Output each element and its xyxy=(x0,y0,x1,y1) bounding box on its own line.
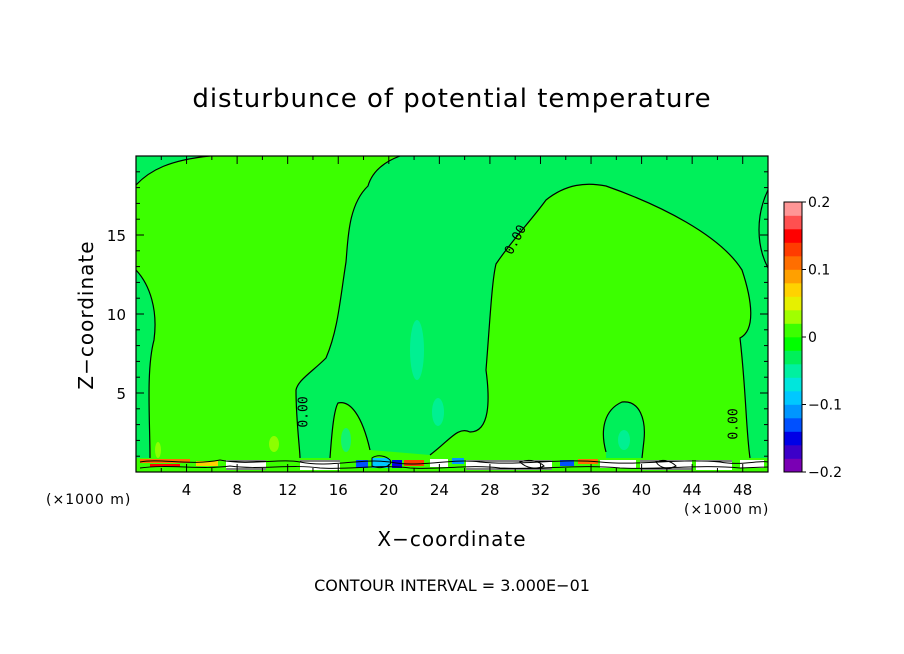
x-tick-label: 32 xyxy=(531,481,550,499)
contour-line xyxy=(429,183,752,459)
cyan-plume xyxy=(341,428,351,452)
yellowgreen-spot xyxy=(155,442,161,458)
x-tick-label: 4 xyxy=(182,481,192,499)
colorbar-swatch xyxy=(784,431,802,446)
colorbar-swatch xyxy=(784,269,802,284)
x-tick-label: 12 xyxy=(278,481,297,499)
chart-title: disturbunce of potential temperature xyxy=(192,84,712,114)
colorbar-swatch xyxy=(784,242,802,257)
contour-line xyxy=(758,189,768,269)
contour-line xyxy=(329,402,371,459)
x-unit-label: (×1000 m) xyxy=(684,502,770,518)
colorbar-tick-label: 0 xyxy=(808,330,817,346)
colorbar-swatch xyxy=(784,391,802,405)
colorbar-swatch xyxy=(784,418,802,432)
negative-region-leftedge xyxy=(136,270,156,458)
contour-interval-note: CONTOUR INTERVAL = 3.000E−01 xyxy=(314,576,590,595)
x-tick-label: 28 xyxy=(480,481,499,499)
contour-line xyxy=(602,401,645,459)
cyan-plume xyxy=(432,398,444,426)
colorbar-swatch xyxy=(784,323,802,338)
colorbar-swatch xyxy=(784,445,802,459)
negative-region-center xyxy=(296,156,768,458)
x-axis-label: X−coordinate xyxy=(377,527,527,551)
contour-label: 0.00 xyxy=(297,396,312,427)
negative-region-left xyxy=(136,156,210,185)
colorbar-swatch xyxy=(784,229,802,243)
z-tick-label: 10 xyxy=(107,306,126,324)
colorbar-tick-label: −0.2 xyxy=(808,465,842,481)
z-unit-label: (×1000 m) xyxy=(46,492,132,508)
colorbar-swatch xyxy=(784,377,802,392)
cyan-plume xyxy=(410,320,424,380)
x-tick-label: 16 xyxy=(329,481,348,499)
x-tick-label: 48 xyxy=(733,481,752,499)
x-tick-label: 40 xyxy=(632,481,651,499)
boundary-layer-patches xyxy=(140,458,764,470)
colorbar-swatch xyxy=(784,310,802,324)
negative-region-bump xyxy=(603,401,645,458)
colorbar: 0.2 0.1 0 −0.1 −0.2 xyxy=(783,195,842,481)
contour-line xyxy=(295,156,401,459)
contour-label: 0.00 xyxy=(727,408,742,439)
z-axis: 5 10 15 xyxy=(107,171,768,457)
colorbar-tick-label: 0.1 xyxy=(808,263,830,279)
zero-contours xyxy=(136,156,768,459)
colorbar-swatch xyxy=(784,202,802,216)
contour-line xyxy=(136,269,156,459)
z-tick-label: 5 xyxy=(116,385,126,403)
colorbar-swatch xyxy=(784,296,802,311)
z-tick-label: 15 xyxy=(107,227,126,245)
contour-line xyxy=(136,156,211,186)
colorbar-swatch xyxy=(784,283,802,297)
colorbar-swatch xyxy=(784,256,802,270)
x-axis: 4 8 12 16 20 24 28 32 36 40 44 48 xyxy=(160,156,752,499)
colorbar-swatch xyxy=(784,337,802,351)
colorbar-tick-label: 0.2 xyxy=(808,195,830,211)
colorbar-swatch xyxy=(784,458,802,473)
x-tick-label: 20 xyxy=(379,481,398,499)
colorbar-swatch xyxy=(784,350,802,365)
x-tick-label: 44 xyxy=(683,481,702,499)
colorbar-swatch xyxy=(784,364,802,378)
x-tick-label: 36 xyxy=(581,481,600,499)
colorbar-swatch xyxy=(784,404,802,419)
colorbar-tick-label: −0.1 xyxy=(808,398,842,414)
x-tick-label: 24 xyxy=(430,481,449,499)
cyan-plume xyxy=(618,430,630,450)
x-tick-label: 8 xyxy=(232,481,242,499)
colorbar-swatch xyxy=(784,215,802,230)
yellowgreen-spot xyxy=(269,436,279,452)
